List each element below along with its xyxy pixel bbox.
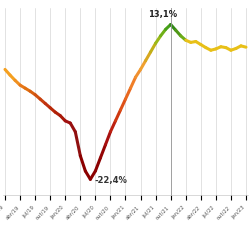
Text: -22,4%: -22,4% [94,176,127,185]
Text: 13,1%: 13,1% [148,10,176,19]
